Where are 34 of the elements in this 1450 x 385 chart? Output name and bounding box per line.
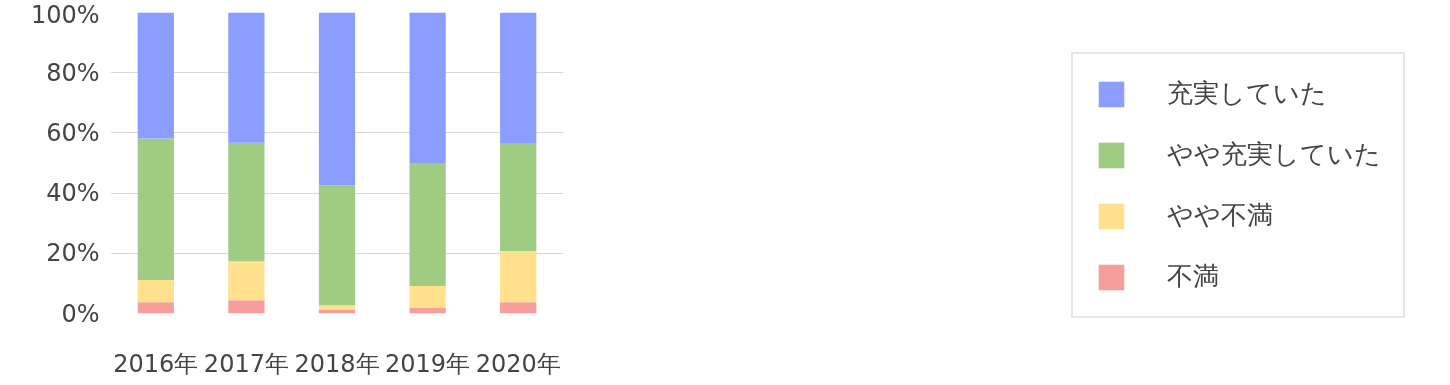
bar [409, 307, 446, 314]
x-tick-label: 2020年 [475, 349, 561, 378]
bar [409, 286, 446, 308]
x-tick-label: 2019年 [385, 349, 471, 378]
legend-label: やや不満 [1167, 199, 1273, 232]
bar [318, 12, 356, 186]
bar [500, 143, 537, 251]
y-tick-label: 20% [46, 239, 100, 268]
bar [137, 302, 174, 314]
bar [500, 12, 537, 144]
bar [409, 163, 446, 287]
bar [228, 300, 265, 314]
legend-label: 不満 [1167, 260, 1219, 293]
bar [409, 12, 446, 163]
legend-label: やや充実していた [1167, 138, 1381, 171]
x-tick-label: 2018年 [294, 349, 380, 378]
bar [500, 302, 537, 314]
bar [500, 250, 537, 303]
bar [228, 12, 265, 143]
y-tick-label: 100% [30, 0, 100, 29]
y-tick-label: 40% [46, 179, 100, 208]
bar [137, 138, 174, 281]
bar [137, 12, 174, 139]
bar [228, 142, 265, 262]
y-tick-label: 0% [61, 299, 100, 328]
bar [318, 305, 356, 310]
bar [228, 261, 265, 301]
x-tick-label: 2017年 [203, 349, 289, 378]
y-tick-label: 60% [46, 118, 100, 147]
x-tick-label: 2016年 [113, 349, 199, 378]
bar [318, 185, 356, 306]
y-tick-label: 80% [46, 58, 100, 87]
legend-label: 充実していた [1167, 77, 1327, 110]
bar [137, 280, 174, 303]
